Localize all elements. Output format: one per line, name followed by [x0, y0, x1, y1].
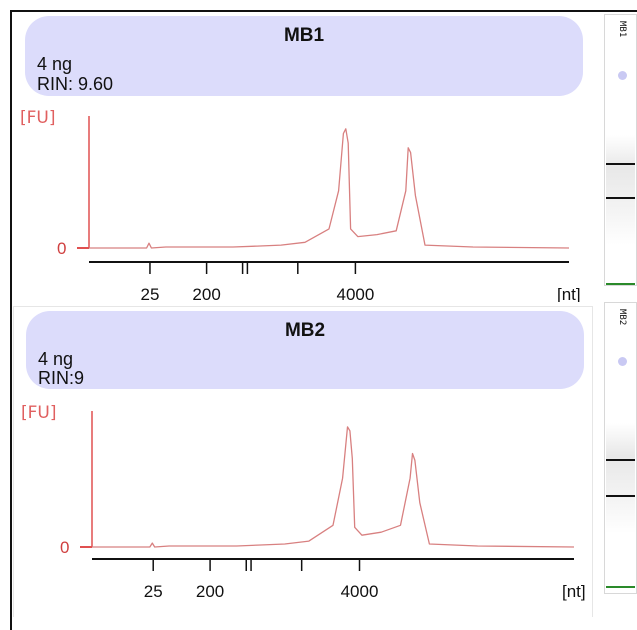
x-tick-label: 25 [144, 582, 163, 601]
gel-lane-smear [606, 135, 635, 245]
gel-well-dot [618, 357, 627, 366]
gel-band-28s [606, 163, 635, 165]
gel-marker-band [606, 586, 635, 588]
sample-concentration: 4 ng [37, 54, 73, 74]
y-zero-label: 0 [57, 239, 66, 258]
gel-band-28s [606, 459, 635, 461]
gel-band-18s [606, 197, 635, 199]
sample-rin: RIN: 9.60 [37, 74, 114, 94]
x-tick-label: 4000 [336, 285, 374, 302]
x-tick-label: 200 [192, 285, 220, 302]
gel-marker-band [606, 283, 635, 285]
gel-well-dot [618, 71, 627, 80]
x-tick-label: 200 [196, 582, 224, 601]
gel-band-18s [606, 495, 635, 497]
x-tick-label: 25 [140, 285, 159, 302]
electropherogram-panel-2: MB2 4 ng RIN:9 [FU] 0 25 200 4000 [nt] [13, 306, 593, 617]
y-axis-unit: [FU] [20, 108, 56, 128]
outer-frame [10, 10, 637, 630]
sample-name: MB1 [283, 25, 325, 46]
sample-header: MB1 4 ng RIN: 9.60 [25, 16, 583, 96]
gel-lane-mb1: MB1 [604, 14, 637, 286]
trace-line [92, 426, 575, 548]
y-zero-label: 0 [60, 538, 69, 557]
electropherogram-plot: 0 25 200 4000 [nt] [57, 116, 581, 302]
gel-lane-smear [606, 423, 635, 533]
x-axis-unit: [nt] [562, 582, 586, 601]
x-axis-unit: [nt] [557, 285, 581, 302]
gel-lane-mb2: MB2 [604, 302, 637, 594]
x-tick-label: 4000 [341, 582, 379, 601]
sample-header: MB2 4 ng RIN:9 [26, 311, 584, 389]
trace-line [89, 128, 570, 249]
y-axis-unit: [FU] [21, 403, 57, 423]
sample-concentration: 4 ng [38, 349, 74, 369]
electropherogram-plot: 0 25 200 4000 [nt] [60, 411, 586, 601]
sample-name: MB2 [284, 320, 326, 341]
sample-rin: RIN:9 [38, 368, 85, 388]
electropherogram-panel-1: MB1 4 ng RIN: 9.60 [FU] 0 25 200 4000 [nt] [13, 12, 591, 302]
gel-lane-label: MB1 [617, 21, 627, 38]
gel-lane-label: MB2 [617, 309, 627, 326]
